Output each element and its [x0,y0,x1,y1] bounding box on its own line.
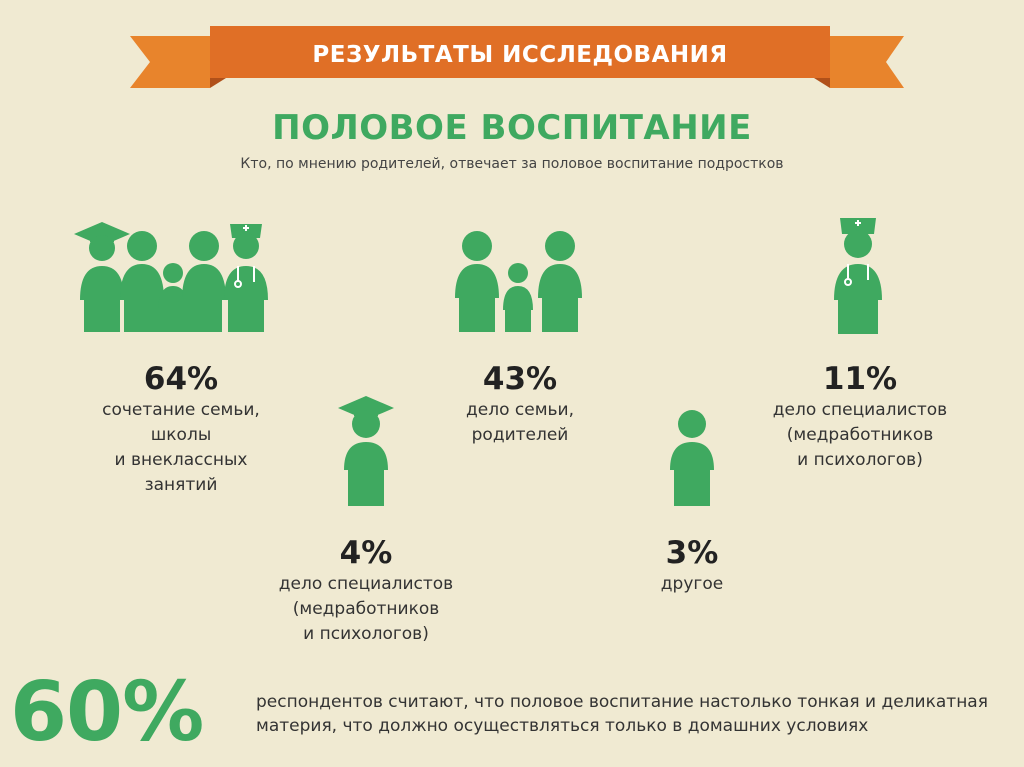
stat-desc-line: школы [150,425,212,445]
stat-specialists-11: 11% дело специалистов (медработников и п… [740,360,980,473]
stat-desc-line: дело семьи, [466,400,574,420]
stat-desc-line: (медработников [786,425,934,445]
header-ribbon [130,26,904,88]
family-icon [455,231,582,332]
page-subtitle: Кто, по мнению родителей, отвечает за по… [240,156,784,172]
stat-other: 3% другое [592,534,792,597]
stat-specialists-4: 4% дело специалистов (медработников и пс… [246,534,486,647]
doctor-icon [834,218,882,334]
stat-desc-line: дело специалистов [278,574,454,594]
stat-desc-line: сочетание семьи, [102,400,260,420]
stat-desc-line: другое [660,574,724,594]
footer-note: респондентов считают, что половое воспит… [256,690,1016,738]
teacher-figure [74,222,130,332]
page-title: ПОЛОВОЕ ВОСПИТАНИЕ [272,108,752,148]
stat-value: 4% [339,535,393,571]
adult-figure [120,231,164,332]
stat-desc-line: и внеклассных [114,450,248,470]
stat-value: 11% [822,361,898,397]
person-icon [670,410,714,506]
stat-family: 43% дело семьи, родителей [400,360,640,448]
stat-value: 64% [143,361,219,397]
stat-desc-line: (медработников [292,599,440,619]
stat-desc-line: дело специалистов [772,400,948,420]
stat-combined: 64% сочетание семьи, школы и внеклассных… [56,360,306,498]
teacher-icon [338,396,394,506]
banner-title: РЕЗУЛЬТАТЫ ИССЛЕДОВАНИЯ [312,42,728,68]
stat-value: 3% [665,535,719,571]
footer-line: респондентов считают, что половое воспит… [256,692,988,712]
stat-desc-line: и психологов) [797,450,923,470]
adult-figure [182,231,226,332]
stat-desc-line: занятий [144,475,218,495]
stat-desc-line: и психологов) [303,624,429,644]
stat-value: 43% [482,361,558,397]
stat-desc-line: родителей [471,425,569,445]
footer-line: материя, что должно осуществляться тольк… [256,716,869,736]
child-figure [158,263,188,332]
footer-percent: 60% [10,665,204,760]
doctor-figure [224,224,268,332]
teacher-family-doctor-group-icon [74,222,268,332]
